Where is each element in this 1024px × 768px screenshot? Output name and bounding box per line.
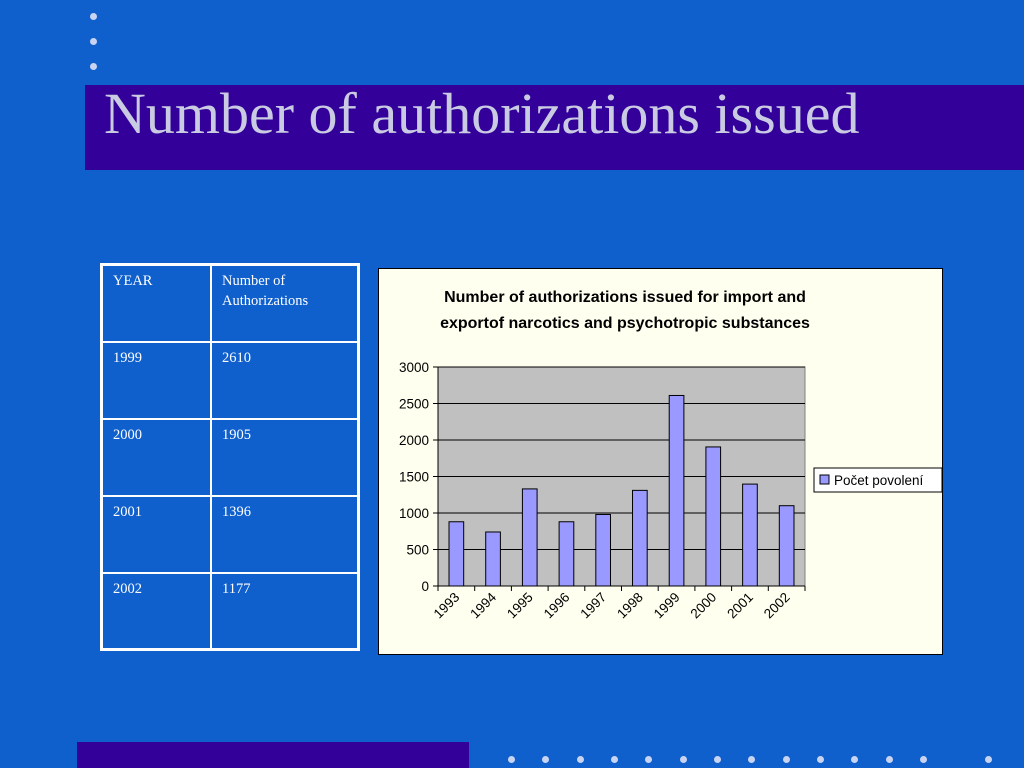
table-cell-count: 2610: [210, 340, 360, 420]
y-tick-label: 2000: [399, 433, 429, 448]
table-row: 2000 1905: [100, 417, 360, 497]
chart-panel: Number of authorizations issued for impo…: [378, 268, 943, 655]
authorizations-table: YEAR Number of Authorizations 1999 2610 …: [100, 263, 360, 651]
dot: [508, 756, 515, 763]
dot: [748, 756, 755, 763]
dot: [90, 38, 97, 45]
bar: [705, 446, 722, 587]
chart-title-line-1: Number of authorizations issued for impo…: [444, 289, 806, 306]
y-tick-label: 1500: [399, 470, 429, 485]
dot: [920, 756, 927, 763]
y-tick-label: 0: [421, 579, 429, 594]
x-tick-label: 2000: [688, 590, 720, 622]
table-cell-year: 2002: [100, 571, 212, 651]
chart-title-line-2: exportof narcotics and psychotropic subs…: [440, 315, 810, 332]
table-cell-count: 1177: [210, 571, 360, 651]
table-header-count: Number of Authorizations: [210, 263, 360, 343]
table-header-year: YEAR: [100, 263, 212, 343]
bar: [521, 488, 538, 587]
dot: [577, 756, 584, 763]
dot: [645, 756, 652, 763]
dot: [680, 756, 687, 763]
bar: [778, 505, 795, 587]
bottom-band: [77, 742, 469, 768]
table-cell-year: 2001: [100, 494, 212, 574]
bar: [595, 513, 611, 587]
dot: [90, 13, 97, 20]
dot: [851, 756, 858, 763]
y-tick-label: 3000: [399, 360, 429, 375]
x-tick-label: 1999: [651, 590, 683, 622]
table-cell-count: 1396: [210, 494, 360, 574]
x-tick-label: 1994: [467, 589, 499, 621]
dot: [542, 756, 549, 763]
dot: [985, 756, 992, 763]
bar: [485, 531, 501, 587]
y-tick-label: 1000: [399, 506, 429, 521]
y-tick-label: 500: [406, 543, 429, 558]
bar-chart: Number of authorizations issued for impo…: [399, 289, 942, 622]
bar: [448, 521, 465, 587]
dot: [90, 63, 97, 70]
x-tick-label: 1997: [577, 590, 609, 622]
table-row: 1999 2610: [100, 340, 360, 420]
legend: Počet povolení: [813, 467, 942, 493]
x-tick-label: 1995: [504, 590, 536, 622]
dot: [714, 756, 721, 763]
bar: [632, 489, 648, 587]
x-tick-label: 2002: [761, 590, 793, 622]
bar: [558, 521, 575, 587]
x-tick-label: 1993: [431, 590, 463, 622]
title-band: [85, 85, 1024, 170]
bar: [668, 394, 685, 587]
x-axis: 1993 1994 1995 1996 1997 1998 1999 2000 2001 2002: [431, 585, 806, 622]
table-cell-year: 1999: [100, 340, 212, 420]
dot: [783, 756, 790, 763]
legend-box: [813, 467, 942, 493]
x-tick-label: 1998: [614, 590, 646, 622]
y-tick-label: 2500: [399, 397, 429, 412]
y-axis: 0 500 1000 1500 2000 2500 3000: [399, 360, 439, 594]
dot: [817, 756, 824, 763]
table-header-row: YEAR Number of Authorizations: [100, 263, 360, 343]
table-cell-count: 1905: [210, 417, 360, 497]
legend-swatch: [819, 474, 830, 485]
table-row: 2001 1396: [100, 494, 360, 574]
x-tick-label: 1996: [541, 590, 573, 622]
slide-title: Number of authorizations issued: [104, 81, 860, 146]
bar: [742, 483, 758, 587]
table-cell-year: 2000: [100, 417, 212, 497]
dot: [886, 756, 893, 763]
dot: [611, 756, 618, 763]
bars: [448, 394, 795, 587]
legend-label: Počet povolení: [834, 473, 924, 488]
table-row: 2002 1177: [100, 571, 360, 651]
x-tick-label: 2001: [724, 590, 756, 622]
